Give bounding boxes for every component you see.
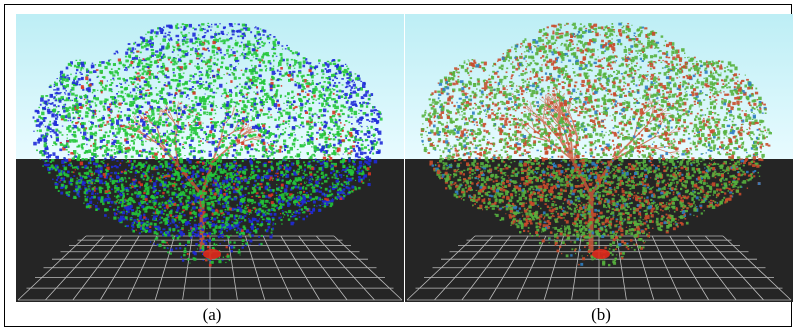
figure-frame: (b) (a) (b) (4, 4, 793, 327)
caption-b: (b) (591, 305, 611, 324)
panel-b-tree-render (405, 14, 793, 302)
tree-foliage (32, 22, 383, 267)
base-red-cluster (203, 249, 221, 259)
tree-foliage (420, 22, 772, 267)
tree-image-a: (b) (16, 14, 404, 302)
floor-grid (17, 235, 403, 301)
caption-a: (a) (202, 305, 222, 324)
tree-image-b (405, 14, 793, 302)
panel-a-tree-render: (b) (16, 14, 404, 302)
base-red-cluster (592, 249, 610, 259)
inset-label: (b) (304, 174, 315, 184)
floor-grid (406, 235, 792, 301)
